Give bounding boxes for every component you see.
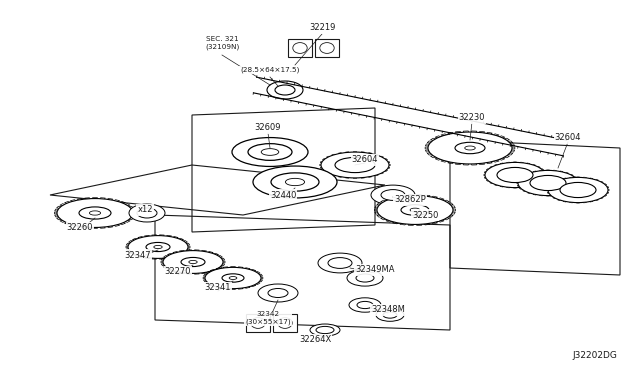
Ellipse shape [518,170,578,196]
Text: 32341: 32341 [205,283,231,292]
Ellipse shape [248,144,292,160]
Ellipse shape [154,246,162,248]
Ellipse shape [328,257,352,269]
Text: J32202DG: J32202DG [573,350,618,359]
Text: 32348M: 32348M [371,305,405,314]
Text: (28.5×64×17.5): (28.5×64×17.5) [240,67,300,73]
Ellipse shape [268,289,288,298]
Ellipse shape [271,173,319,191]
Ellipse shape [560,182,596,198]
Ellipse shape [381,190,405,201]
Text: 32609: 32609 [255,124,281,132]
Ellipse shape [285,178,305,186]
Ellipse shape [258,284,298,302]
Ellipse shape [548,177,608,203]
Ellipse shape [383,312,397,318]
Ellipse shape [205,267,261,289]
Text: 32347: 32347 [125,250,151,260]
Ellipse shape [371,185,415,205]
Text: 32270: 32270 [164,267,191,276]
Text: 32230: 32230 [459,113,485,122]
Text: 32264X: 32264X [299,336,331,344]
Ellipse shape [349,298,381,312]
Ellipse shape [229,276,237,279]
Ellipse shape [428,132,512,164]
Ellipse shape [377,196,453,224]
Text: 32260: 32260 [67,224,93,232]
Ellipse shape [485,163,545,187]
Text: 32604: 32604 [555,134,581,142]
Text: 32604: 32604 [352,155,378,164]
Text: 32349MA: 32349MA [355,266,395,275]
Bar [315,39,339,57]
Ellipse shape [163,251,223,273]
Bar [288,39,312,57]
Ellipse shape [316,326,334,334]
Ellipse shape [530,176,566,190]
Ellipse shape [310,324,340,336]
Ellipse shape [129,204,165,222]
Ellipse shape [347,270,383,286]
Text: 32862P: 32862P [394,196,426,205]
Ellipse shape [181,257,205,267]
Text: SEC. 321
(32109N): SEC. 321 (32109N) [205,36,239,50]
Ellipse shape [79,207,111,219]
Ellipse shape [189,260,197,264]
Ellipse shape [376,309,404,321]
Ellipse shape [146,243,170,251]
Ellipse shape [497,167,533,183]
Ellipse shape [57,199,133,227]
Ellipse shape [267,81,303,99]
Text: 32250: 32250 [412,211,438,219]
Text: 32440: 32440 [270,190,296,199]
Ellipse shape [318,253,362,273]
Ellipse shape [275,85,295,95]
Ellipse shape [357,301,373,309]
Ellipse shape [465,146,476,150]
Ellipse shape [261,149,279,155]
Ellipse shape [356,274,374,282]
Bar [246,314,270,332]
Ellipse shape [222,274,244,282]
Text: x12: x12 [137,205,153,215]
Text: 32219: 32219 [309,23,335,32]
Ellipse shape [137,208,157,218]
Ellipse shape [253,166,337,198]
Ellipse shape [410,208,420,212]
Ellipse shape [321,152,389,178]
Ellipse shape [90,211,100,215]
Bar [273,314,297,332]
Ellipse shape [335,157,375,173]
Ellipse shape [455,142,485,154]
Ellipse shape [128,235,188,259]
Ellipse shape [232,138,308,166]
Ellipse shape [401,205,429,215]
Text: 32342
(30×55×17): 32342 (30×55×17) [245,311,291,325]
